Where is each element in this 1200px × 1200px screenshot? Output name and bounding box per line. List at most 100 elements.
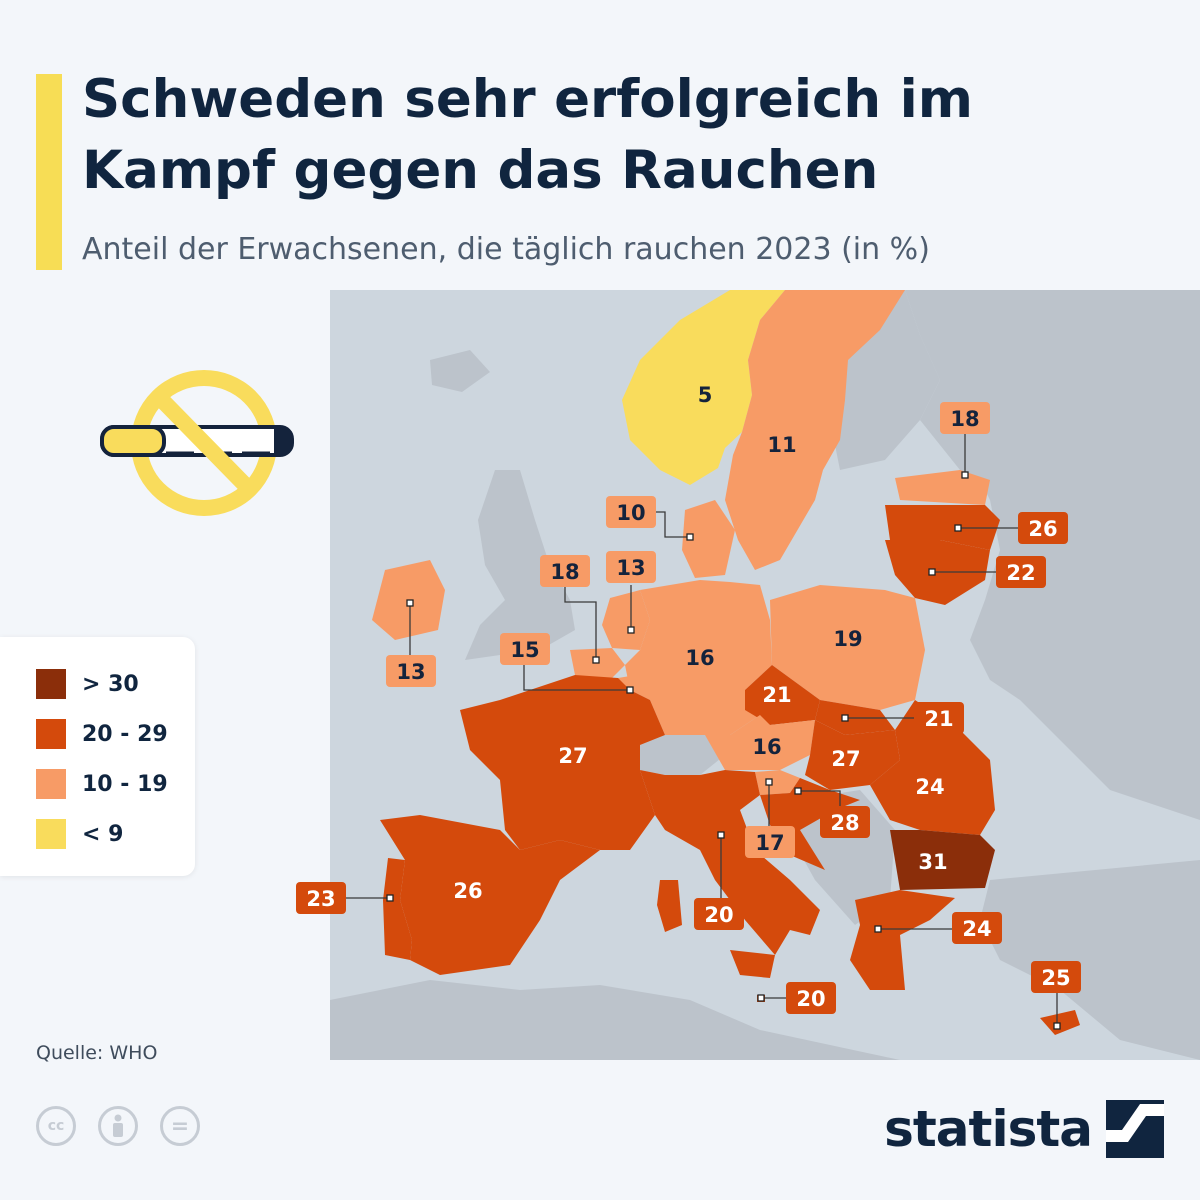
anchor-netherlands — [627, 626, 635, 634]
legend-item-20-29: 20 - 29 — [36, 719, 168, 749]
leader-luxembourg — [523, 664, 630, 691]
country-denmark — [682, 500, 735, 578]
callout-italy: 20 — [694, 898, 744, 930]
callout-italy-value: 20 — [704, 903, 733, 927]
anchor-estonia — [961, 471, 969, 479]
legend-swatch-over-30 — [36, 669, 66, 699]
anchor-malta — [757, 994, 765, 1002]
license-icons: cc = — [36, 1106, 222, 1146]
anchor-slovakia — [841, 714, 849, 722]
callout-portugal-value: 23 — [306, 887, 335, 911]
anchor-ireland — [406, 599, 414, 607]
callout-netherlands-value: 13 — [616, 556, 645, 580]
country-austria — [705, 715, 815, 770]
cc-icon[interactable]: cc — [36, 1106, 76, 1146]
value-hungary: 27 — [831, 747, 860, 771]
country-estonia — [895, 470, 990, 505]
anchor-denmark — [686, 533, 694, 541]
country-norway — [622, 290, 785, 485]
land-switzerland — [640, 735, 725, 775]
brand[interactable]: statista — [884, 1100, 1164, 1158]
callout-malta: 20 — [786, 982, 836, 1014]
page-subtitle: Anteil der Erwachsenen, die täglich rauc… — [82, 232, 930, 267]
no-smoking-icon — [100, 370, 294, 516]
equals-icon[interactable]: = — [160, 1106, 200, 1146]
country-latvia — [885, 505, 1000, 550]
accent-bar — [36, 74, 62, 270]
callout-slovenia-value: 17 — [755, 831, 784, 855]
legend-label-under-9: < 9 — [82, 821, 124, 847]
callout-latvia-value: 26 — [1028, 517, 1057, 541]
land-iceland-partial — [430, 350, 490, 392]
person-glyph-icon — [113, 1114, 123, 1137]
callout-belgium-value: 18 — [550, 560, 579, 584]
country-belgium — [570, 648, 625, 680]
callout-estonia: 18 — [940, 402, 990, 434]
source-note: Quelle: WHO — [36, 1042, 158, 1064]
callout-luxembourg: 15 — [500, 633, 550, 665]
country-sweden — [725, 290, 905, 570]
legend-swatch-20-29 — [36, 719, 66, 749]
legend-label-20-29: 20 - 29 — [82, 721, 168, 747]
country-czechia — [745, 665, 820, 725]
callout-slovakia: 21 — [914, 702, 964, 734]
callout-croatia: 28 — [820, 806, 870, 838]
country-poland — [770, 585, 925, 710]
callout-belgium: 18 — [540, 555, 590, 587]
callout-portugal: 23 — [296, 882, 346, 914]
legend-item-10-19: 10 - 19 — [36, 769, 168, 799]
land-north-africa — [330, 980, 900, 1060]
legend-item-over-30: > 30 — [36, 669, 139, 699]
legend-item-under-9: < 9 — [36, 819, 123, 849]
callout-luxembourg-value: 15 — [510, 638, 539, 662]
country-romania — [870, 700, 995, 835]
leader-croatia — [798, 790, 841, 808]
value-romania: 24 — [915, 775, 944, 799]
value-france: 27 — [558, 744, 587, 768]
anchor-lithuania — [928, 568, 936, 576]
callout-latvia: 26 — [1018, 512, 1068, 544]
value-austria: 16 — [752, 735, 781, 759]
page-title: Schweden sehr erfolgreich im Kampf gegen… — [82, 69, 974, 201]
legend-swatch-under-9 — [36, 819, 66, 849]
cc-icon-glyph: cc — [47, 1118, 65, 1134]
land-uk — [465, 470, 575, 660]
legend-label-10-19: 10 - 19 — [82, 771, 168, 797]
callout-lithuania: 22 — [996, 556, 1046, 588]
callout-greece: 24 — [952, 912, 1002, 944]
legend: > 30 20 - 29 10 - 19 < 9 — [0, 637, 195, 876]
country-hungary — [805, 720, 900, 790]
callout-lithuania-value: 22 — [1006, 561, 1035, 585]
callout-estonia-value: 18 — [950, 407, 979, 431]
anchor-italy — [717, 831, 725, 839]
callout-cyprus: 25 — [1031, 961, 1081, 993]
country-greece — [850, 890, 955, 990]
callout-malta-value: 20 — [796, 987, 825, 1011]
brand-name: statista — [884, 1100, 1093, 1158]
callout-ireland: 13 — [386, 655, 436, 687]
anchor-cyprus — [1053, 1022, 1061, 1030]
land-turkey — [980, 860, 1200, 1060]
value-czechia: 21 — [762, 683, 791, 707]
anchor-belgium — [592, 656, 600, 664]
person-icon[interactable] — [98, 1106, 138, 1146]
country-germany — [625, 580, 772, 735]
value-norway: 5 — [698, 383, 713, 407]
legend-swatch-10-19 — [36, 769, 66, 799]
callout-slovenia: 17 — [745, 826, 795, 858]
country-portugal — [383, 858, 412, 960]
country-italy — [640, 770, 820, 955]
leader-belgium — [564, 585, 597, 660]
country-netherlands — [602, 590, 650, 650]
value-bulgaria: 31 — [918, 850, 947, 874]
anchor-croatia — [794, 787, 802, 795]
callout-denmark-value: 10 — [616, 501, 645, 525]
anchor-luxembourg — [626, 686, 634, 694]
country-bulgaria — [890, 830, 995, 890]
country-sicily — [730, 950, 775, 978]
anchor-greece — [874, 925, 882, 933]
anchor-portugal — [386, 894, 394, 902]
anchor-latvia — [954, 524, 962, 532]
leader-denmark — [655, 511, 690, 538]
callout-ireland-value: 13 — [396, 660, 425, 684]
